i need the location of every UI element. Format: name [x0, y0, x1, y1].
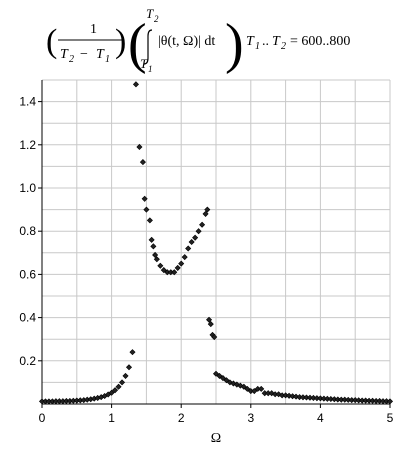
data-point [136, 143, 143, 150]
integrand: |θ(t, Ω)| dt [158, 34, 215, 49]
data-point [386, 398, 394, 405]
data-point [202, 210, 209, 217]
data-point [206, 316, 213, 323]
data-point [119, 379, 126, 386]
x-tick-label: 1 [108, 411, 115, 425]
data-point [211, 334, 218, 341]
data-point [244, 385, 251, 392]
y-tick-label: 1.2 [19, 138, 36, 152]
data-point [286, 392, 293, 399]
data-point [148, 236, 155, 243]
data-point [251, 388, 258, 395]
data-point [195, 228, 202, 235]
int-upper-sub: 2 [154, 14, 159, 24]
frac-den-t2: T [60, 47, 69, 62]
data-point [207, 321, 214, 328]
y-tick-label: 1.0 [19, 181, 36, 195]
x-tick-label: 3 [247, 411, 254, 425]
data-point [178, 260, 185, 267]
x-tick-label: 5 [387, 411, 394, 425]
data-point [282, 392, 289, 399]
grid [41, 79, 391, 404]
data-point [212, 370, 220, 377]
y-tick-label: 0.2 [19, 354, 36, 368]
data-point [289, 393, 296, 400]
data-point [204, 206, 211, 213]
data-point [153, 256, 160, 263]
range-dots: .. [262, 34, 269, 49]
range-t2: T [272, 34, 281, 49]
axes [38, 80, 391, 408]
frac-numerator: 1 [90, 22, 97, 37]
data-point [108, 389, 115, 396]
data-point [141, 195, 148, 202]
frac-den-sub1: 1 [105, 54, 110, 65]
data-point [174, 264, 181, 271]
data-point [181, 254, 188, 261]
data-point [143, 206, 150, 213]
x-axis-label: Ω [211, 431, 221, 446]
y-tick-label: 0.4 [19, 311, 36, 325]
frac-den-t1: T [96, 47, 105, 62]
data-point [152, 251, 159, 258]
data-point [115, 383, 122, 390]
data-point [122, 372, 129, 379]
data-point [199, 221, 206, 228]
data-point [293, 393, 300, 400]
data-point [132, 81, 139, 88]
data-point [171, 269, 178, 276]
int-upper: T [146, 6, 154, 21]
data-point [268, 390, 275, 397]
data-point [240, 383, 247, 390]
y-tick-label: 0.8 [19, 224, 36, 238]
integral-sign-icon [143, 29, 153, 65]
range-t2-sub: 2 [281, 41, 286, 52]
chart-title-formula: ( 1 T 2 − T 1 ) ( T 2 T 1 |θ(t, Ω)| dt )… [46, 6, 350, 75]
right-paren: ) [115, 23, 126, 60]
y-tick-label: 0.6 [19, 267, 36, 281]
data-point [223, 377, 230, 384]
data-point [216, 372, 223, 379]
x-tick-label: 2 [178, 411, 185, 425]
range-t1: T [246, 34, 255, 49]
data-point [125, 364, 133, 371]
data-point [112, 387, 119, 394]
data-point [192, 234, 199, 241]
x-tick-label: 0 [39, 411, 46, 425]
y-tick-label: 1.4 [19, 95, 36, 109]
data-point [258, 385, 265, 392]
range-t1-sub: 1 [255, 41, 260, 52]
data-point [157, 262, 164, 269]
range-value: = 600..800 [290, 34, 350, 49]
frac-den-sub2: 2 [69, 54, 74, 65]
data-point [146, 217, 153, 224]
data-point [139, 159, 146, 166]
int-lower: T [140, 56, 148, 71]
data-point [226, 379, 233, 386]
data-point [185, 245, 192, 252]
data-point [219, 375, 226, 382]
x-tick-label: 4 [317, 411, 324, 425]
data-points [38, 81, 394, 405]
tick-labels: 0 1 2 3 4 5 0.2 0.4 0.6 0.8 1.0 1.2 1.4 [19, 95, 393, 425]
left-big-paren: ( [128, 13, 147, 75]
data-point [188, 238, 195, 246]
right-big-paren: ) [225, 13, 244, 75]
data-point [129, 349, 136, 356]
int-lower-sub: 1 [148, 64, 153, 74]
data-point [160, 267, 167, 274]
data-point [150, 243, 157, 250]
frac-minus: − [80, 47, 88, 62]
left-paren: ( [46, 23, 57, 60]
